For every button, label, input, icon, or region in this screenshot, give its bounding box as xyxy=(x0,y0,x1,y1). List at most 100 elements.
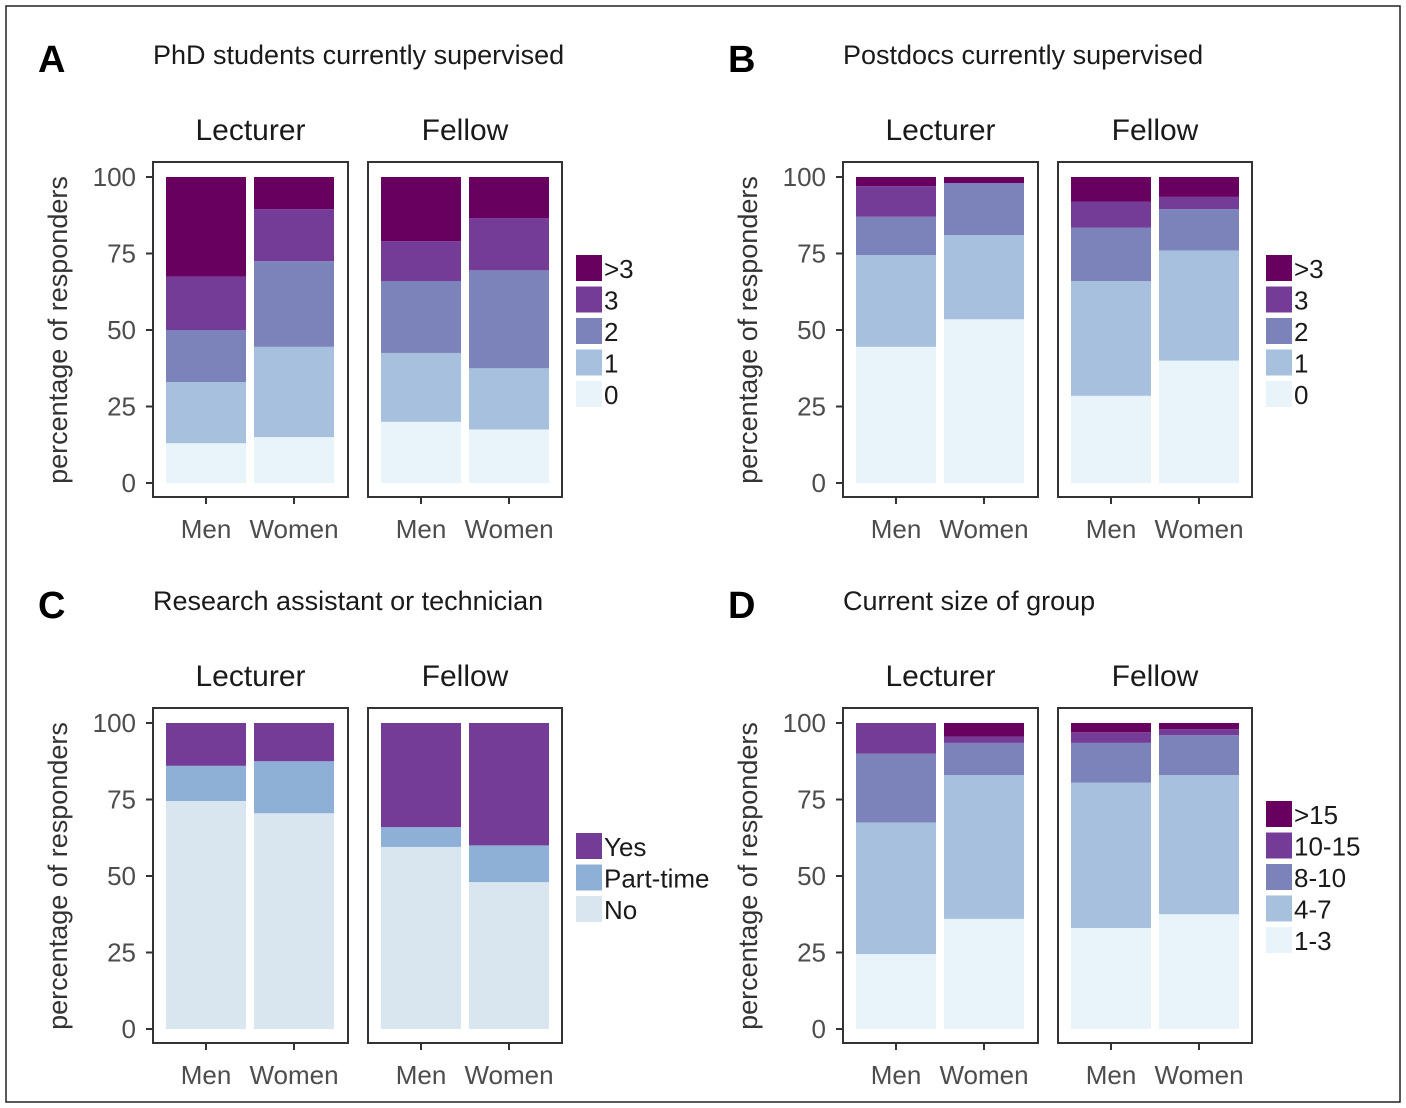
bar-segment-lecturer-men xyxy=(166,330,246,383)
bar-segment-lecturer-men xyxy=(856,186,936,217)
panel-title: Research assistant or technician xyxy=(153,586,543,616)
x-tick-label: Women xyxy=(249,1060,338,1090)
legend-swatch xyxy=(1266,832,1292,859)
bar-segment-lecturer-men xyxy=(856,177,936,187)
bar-segment-lecturer-men xyxy=(166,443,246,483)
bar-segment-fellow-women xyxy=(1159,775,1239,915)
panel-D: D Current size of group percentage of resp… xyxy=(728,585,1361,1090)
bar-segment-fellow-women xyxy=(469,270,549,369)
facet-label-lecturer: Lecturer xyxy=(195,660,305,693)
bar-segment-lecturer-men xyxy=(166,276,246,330)
bar-segment-fellow-women xyxy=(1159,360,1239,483)
bar-segment-lecturer-men xyxy=(856,954,936,1029)
bar-segment-lecturer-men xyxy=(166,723,246,766)
bar-segment-fellow-men xyxy=(1071,928,1151,1029)
bar-segment-fellow-women xyxy=(1159,209,1239,251)
bar-segment-fellow-women xyxy=(1159,729,1239,736)
bar-segment-fellow-women xyxy=(1159,914,1239,1029)
x-tick-label: Men xyxy=(396,514,447,544)
y-tick-label: 0 xyxy=(812,1014,826,1044)
legend-swatch xyxy=(1266,349,1292,376)
legend-label: >15 xyxy=(1294,800,1338,830)
bar-segment-lecturer-women xyxy=(254,437,334,483)
bar-segment-lecturer-women xyxy=(254,813,334,1029)
bar-segment-fellow-men xyxy=(1071,742,1151,783)
panel-A: A PhD students currently supervised percen… xyxy=(38,39,634,544)
bar-segment-lecturer-women xyxy=(944,918,1024,1029)
facet-frame-fellow xyxy=(367,161,563,498)
legend-label: >3 xyxy=(604,254,634,284)
bar-segment-fellow-women xyxy=(469,429,549,483)
legend-label: Yes xyxy=(604,832,646,862)
panel-title: Postdocs currently supervised xyxy=(843,40,1203,70)
bar-segment-lecturer-women xyxy=(944,736,1024,743)
x-tick-label: Men xyxy=(1086,1060,1137,1090)
y-tick-label: 75 xyxy=(107,785,136,815)
legend-swatch xyxy=(1266,286,1292,313)
bar-segment-fellow-women xyxy=(1159,735,1239,776)
y-axis-label: percentage of responders xyxy=(43,176,73,484)
facet-label-lecturer: Lecturer xyxy=(195,114,305,147)
x-tick-label: Women xyxy=(249,514,338,544)
bar-segment-fellow-women xyxy=(1159,250,1239,361)
bar-segment-fellow-men xyxy=(1071,281,1151,396)
bar-segment-lecturer-women xyxy=(254,177,334,210)
y-tick-label: 25 xyxy=(797,938,826,968)
legend-swatch xyxy=(576,318,602,344)
y-tick-label: 100 xyxy=(93,162,136,192)
y-tick-label: 100 xyxy=(783,162,826,192)
bar-segment-lecturer-men xyxy=(856,255,936,347)
bar-segment-fellow-women xyxy=(469,845,549,883)
panel-title: Current size of group xyxy=(843,586,1095,616)
bar-segment-lecturer-women xyxy=(944,183,1024,236)
facet-label-fellow: Fellow xyxy=(1112,660,1199,693)
legend-label: 0 xyxy=(604,380,618,410)
legend-label: Part-time xyxy=(604,864,709,894)
bar-segment-fellow-men xyxy=(381,177,461,242)
panel-letter: C xyxy=(38,585,65,627)
facet-label-fellow: Fellow xyxy=(1112,114,1199,147)
facet-label-fellow: Fellow xyxy=(422,114,509,147)
x-tick-label: Women xyxy=(464,514,553,544)
facet-frame-fellow xyxy=(1057,161,1253,498)
bar-segment-fellow-men xyxy=(381,421,461,483)
bar-segment-lecturer-women xyxy=(254,723,334,762)
legend-label: No xyxy=(604,895,637,925)
bar-segment-lecturer-men xyxy=(856,822,936,955)
y-tick-label: 50 xyxy=(107,861,136,891)
bar-segment-lecturer-men xyxy=(166,177,246,277)
y-tick-label: 25 xyxy=(797,392,826,422)
x-tick-label: Women xyxy=(939,1060,1028,1090)
legend-label: 3 xyxy=(604,286,618,316)
bar-segment-lecturer-men xyxy=(166,765,246,802)
bar-segment-fellow-women xyxy=(469,218,549,271)
legend-swatch xyxy=(576,381,602,407)
bar-segment-fellow-women xyxy=(1159,177,1239,197)
x-tick-label: Men xyxy=(871,1060,922,1090)
bar-segment-fellow-men xyxy=(381,723,461,828)
facet-frame-lecturer xyxy=(842,707,1039,1044)
y-tick-label: 0 xyxy=(122,1014,136,1044)
y-tick-label: 100 xyxy=(783,708,826,738)
y-axis-label: percentage of responders xyxy=(43,722,73,1030)
x-tick-label: Men xyxy=(181,1060,232,1090)
facet-frame-lecturer xyxy=(152,707,349,1044)
legend-swatch xyxy=(576,286,602,313)
panel-C: C Research assistant or technician percent… xyxy=(38,585,709,1090)
y-tick-label: 0 xyxy=(812,468,826,498)
facet-label-lecturer: Lecturer xyxy=(885,114,995,147)
y-tick-label: 0 xyxy=(122,468,136,498)
legend-swatch xyxy=(576,833,602,859)
legend-swatch xyxy=(1266,864,1292,890)
bar-segment-lecturer-women xyxy=(944,775,1024,919)
bar-segment-lecturer-women xyxy=(254,761,334,814)
bar-segment-lecturer-women xyxy=(944,177,1024,184)
y-tick-label: 25 xyxy=(107,392,136,422)
legend-swatch xyxy=(1266,927,1292,953)
y-tick-label: 100 xyxy=(93,708,136,738)
x-tick-label: Men xyxy=(181,514,232,544)
bar-segment-lecturer-men xyxy=(856,723,936,754)
bar-segment-fellow-women xyxy=(469,177,549,219)
facet-frame-lecturer xyxy=(842,161,1039,498)
